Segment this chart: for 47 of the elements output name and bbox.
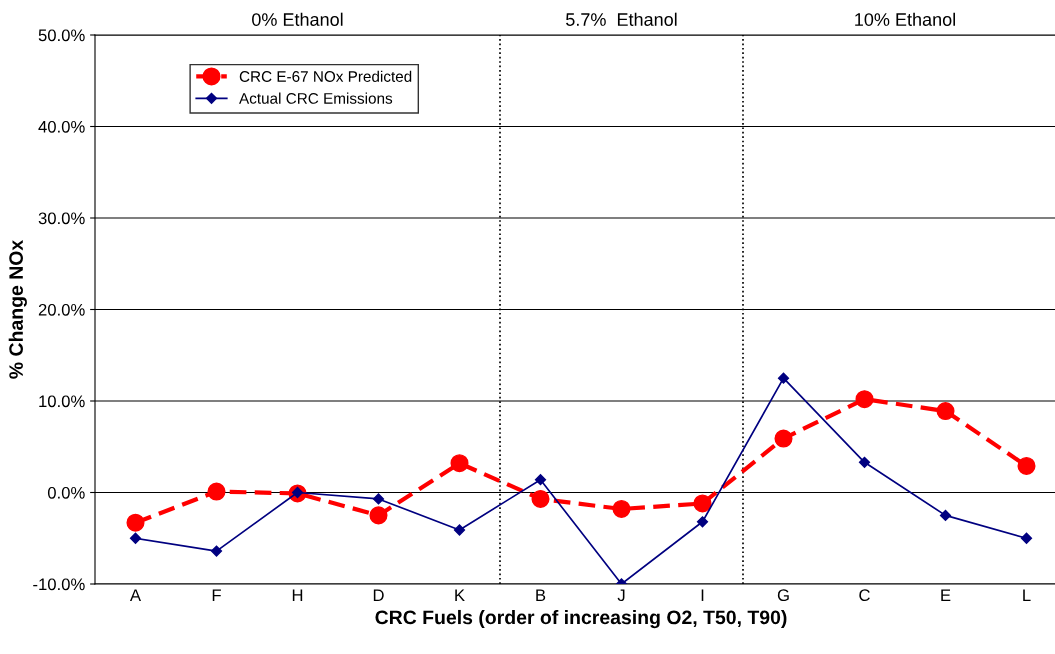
x-tick-label: J — [617, 589, 625, 602]
point — [1017, 456, 1036, 475]
point — [777, 372, 790, 384]
y-tick-label: 0.0% — [47, 486, 85, 499]
y-tick-label: 20.0% — [38, 303, 85, 316]
point — [696, 516, 709, 528]
x-tick-label: C — [859, 589, 870, 602]
y-axis-title: % Change NOx — [8, 239, 27, 379]
point — [936, 402, 955, 421]
legend-label: CRC E-67 NOx Predicted — [239, 70, 412, 82]
legend-label: Actual CRC Emissions — [239, 92, 393, 104]
x-tick-label: E — [941, 589, 951, 601]
point — [531, 489, 550, 508]
point — [372, 493, 385, 505]
y-tick-label: 10.0% — [39, 395, 85, 408]
point — [939, 509, 952, 521]
point — [1020, 532, 1033, 544]
point — [453, 524, 466, 536]
text: 5.7% Ethanol — [566, 12, 677, 26]
point — [858, 456, 871, 468]
x-tick-label: I — [701, 589, 704, 601]
x-tick-label: K — [455, 589, 465, 601]
point — [693, 494, 712, 513]
point — [534, 474, 547, 486]
x-axis-title: CRC Fuels (order of increasing O2, T50, T90) — [375, 609, 787, 629]
point — [129, 532, 142, 544]
text: 0% Ethanol — [252, 12, 343, 26]
point — [207, 482, 226, 501]
x-tick-label: A — [129, 589, 142, 601]
x-tick-label: H — [292, 589, 303, 601]
y-tick-label: 50.0% — [38, 29, 85, 42]
y-tick-label: -10.0% — [33, 578, 85, 591]
x-tick-label: D — [373, 589, 384, 601]
point — [369, 506, 388, 525]
y-tick-label: 30.0% — [38, 212, 85, 225]
x-tick-label: L — [1023, 589, 1031, 601]
x-tick-label: B — [536, 589, 546, 601]
point — [126, 513, 145, 532]
point — [774, 429, 793, 448]
point — [855, 390, 874, 409]
x-tick-label: F — [212, 589, 221, 601]
point — [612, 499, 631, 518]
point — [210, 545, 223, 557]
point — [450, 454, 469, 473]
x-tick-label: G — [777, 589, 789, 602]
y-tick-label: 40.0% — [38, 120, 85, 133]
text: 10% Ethanol — [855, 12, 955, 26]
